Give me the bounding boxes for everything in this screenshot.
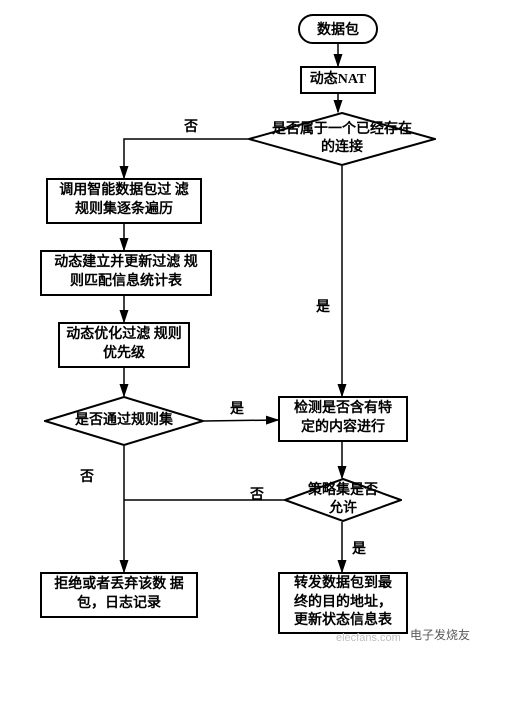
edge-label-policy-no: 否	[250, 484, 264, 504]
existing-connection-decision: 是否属于一个已经存在的连接	[248, 112, 436, 166]
edge-label-rules-yes: 是	[230, 398, 244, 418]
existing-connection-label: 是否属于一个已经存在的连接	[266, 121, 418, 157]
pass-ruleset-label: 是否通过规则集	[75, 412, 173, 430]
edge-label-rules-no: 否	[80, 466, 94, 486]
edge-label-conn-yes: 是	[316, 296, 330, 316]
flowchart-canvas: 数据包 动态NAT 是否属于一个已经存在的连接 调用智能数据包过 滤规则集逐条遍…	[0, 0, 528, 723]
traverse-ruleset-process: 调用智能数据包过 滤规则集逐条遍历	[46, 178, 202, 224]
build-stats-process: 动态建立并更新过滤 规则匹配信息统计表	[40, 250, 212, 296]
detect-content-label: 检测是否含有特 定的内容进行	[286, 400, 400, 438]
start-terminator: 数据包	[298, 14, 378, 44]
forward-update-label: 转发数据包到最 终的目的地址， 更新状态信息表	[286, 575, 400, 632]
dynamic-nat-label: 动态NAT	[310, 71, 367, 90]
policy-allow-label: 策略集是否允许	[302, 482, 384, 518]
start-label: 数据包	[317, 19, 359, 39]
dynamic-nat-process: 动态NAT	[300, 66, 376, 94]
reject-log-label: 拒绝或者丢弃该数 据包，日志记录	[48, 576, 190, 614]
watermark-cn: 电子发烧友	[410, 626, 470, 643]
optimize-priority-label: 动态优化过滤 规则优先级	[66, 326, 182, 364]
edge-label-policy-yes: 是	[352, 538, 366, 558]
edge-label-conn-no: 否	[184, 116, 198, 136]
detect-content-process: 检测是否含有特 定的内容进行	[278, 396, 408, 442]
traverse-ruleset-label: 调用智能数据包过 滤规则集逐条遍历	[54, 182, 194, 220]
policy-allow-decision: 策略集是否允许	[284, 478, 402, 522]
watermark-url: elecfans.com	[336, 632, 401, 644]
optimize-priority-process: 动态优化过滤 规则优先级	[58, 322, 190, 368]
pass-ruleset-decision: 是否通过规则集	[44, 396, 204, 446]
reject-log-process: 拒绝或者丢弃该数 据包，日志记录	[40, 572, 198, 618]
forward-update-process: 转发数据包到最 终的目的地址， 更新状态信息表	[278, 572, 408, 634]
build-stats-label: 动态建立并更新过滤 规则匹配信息统计表	[48, 254, 204, 292]
